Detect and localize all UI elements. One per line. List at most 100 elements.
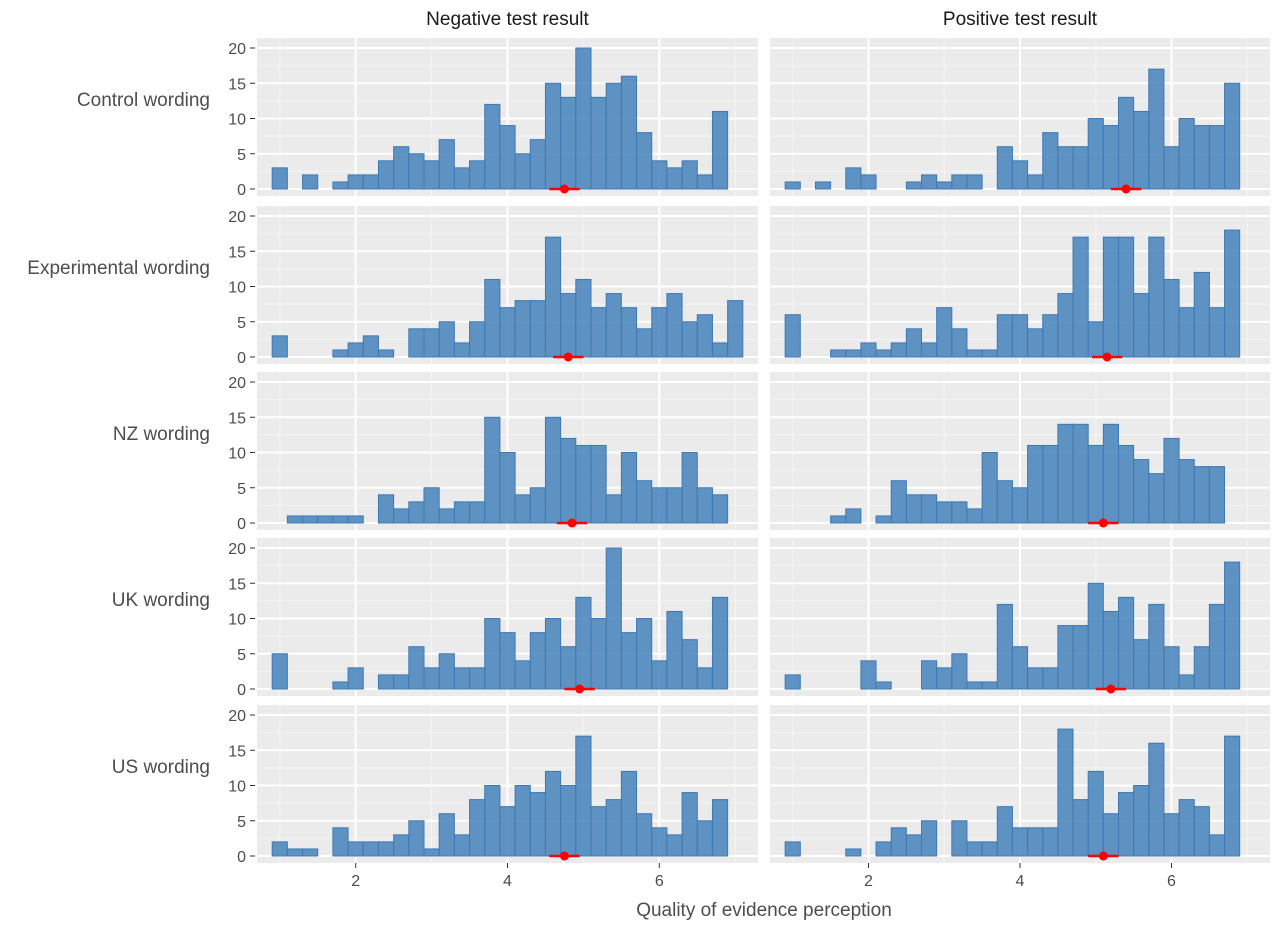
histogram-bar: [921, 494, 938, 524]
histogram-bar: [1224, 561, 1241, 690]
histogram-bar: [1163, 146, 1180, 190]
histogram-bar: [1027, 667, 1044, 690]
y-tick-label: 15: [228, 576, 246, 593]
histogram-bar: [860, 174, 877, 190]
histogram-bar: [921, 660, 938, 690]
histogram-bar: [271, 653, 288, 690]
histogram-bar: [514, 494, 531, 524]
histogram-bar: [560, 646, 577, 690]
histogram-bar: [286, 515, 304, 524]
histogram-bar: [996, 603, 1013, 690]
histogram-bar: [651, 660, 668, 690]
histogram-bar: [966, 349, 983, 358]
histogram-bar: [845, 508, 862, 524]
histogram-bar: [905, 328, 923, 358]
facet-title-row: NZ wording: [113, 424, 210, 445]
y-tick-label: 0: [237, 350, 246, 367]
histogram-bar: [1102, 423, 1119, 524]
histogram-bar: [453, 667, 471, 690]
histogram-bar: [830, 349, 847, 358]
histogram-bar: [681, 321, 698, 358]
histogram-bar: [605, 82, 622, 190]
histogram-bar: [408, 820, 425, 857]
histogram-bar: [605, 547, 622, 690]
mean-point: [1098, 518, 1108, 528]
histogram-bar: [347, 667, 364, 690]
histogram-bar: [666, 487, 683, 524]
histogram-bar: [438, 139, 455, 190]
histogram-bar: [1027, 174, 1044, 190]
histogram-bar: [1057, 728, 1074, 857]
histogram-bar: [544, 82, 562, 190]
histogram-bar: [1133, 459, 1150, 524]
y-tick-label: 5: [237, 647, 246, 664]
histogram-bar: [393, 834, 410, 857]
histogram-bar: [469, 799, 486, 857]
histogram-bar: [620, 452, 638, 524]
histogram-bar: [1133, 293, 1150, 358]
histogram-bar: [1178, 118, 1195, 190]
histogram-bar: [1148, 68, 1165, 190]
histogram-bar: [590, 618, 607, 690]
histogram-bar: [830, 515, 847, 524]
histogram-bar: [377, 674, 395, 690]
y-tick-label: 5: [237, 814, 246, 831]
panel-4-0: [257, 705, 758, 863]
facet-title-column: Positive test result: [943, 9, 1098, 30]
histogram-bar: [469, 501, 486, 524]
histogram-bar: [651, 487, 668, 524]
histogram-bar: [845, 349, 862, 358]
histogram-bar: [651, 827, 668, 857]
histogram-bar: [544, 236, 562, 358]
histogram-bar: [1224, 82, 1241, 190]
histogram-bar: [875, 841, 892, 857]
histogram-bar: [666, 610, 683, 690]
histogram-bar: [636, 480, 653, 524]
histogram-bar: [696, 667, 713, 690]
histogram-bar: [1208, 834, 1226, 857]
histogram-bar: [784, 674, 801, 690]
y-tick-label: 15: [228, 76, 246, 93]
histogram-bar: [544, 416, 562, 524]
histogram-bar: [620, 632, 638, 690]
histogram-bar: [996, 146, 1013, 190]
histogram-bar: [362, 174, 379, 190]
histogram-bar: [484, 785, 501, 857]
histogram-bar: [1178, 799, 1195, 857]
histogram-bar: [317, 515, 334, 524]
histogram-bar: [453, 501, 471, 524]
histogram-bar: [484, 618, 501, 690]
mean-point: [1106, 684, 1116, 694]
histogram-bar: [651, 307, 668, 358]
histogram-bar: [727, 300, 744, 358]
mean-point: [1121, 184, 1131, 194]
histogram-bar: [377, 494, 395, 524]
histogram-bar: [620, 307, 638, 358]
histogram-bar: [620, 75, 638, 190]
histogram-bar: [1224, 229, 1241, 358]
histogram-bar: [1057, 293, 1074, 358]
histogram-bar: [1148, 236, 1165, 358]
histogram-bar: [362, 335, 379, 358]
y-tick-label: 20: [228, 209, 246, 226]
histogram-bar: [1072, 146, 1089, 190]
panel-3-1: [770, 538, 1270, 696]
histogram-bar: [860, 342, 877, 358]
facet-title-column: Negative test result: [426, 9, 589, 30]
histogram-bar: [860, 660, 877, 690]
histogram-bar: [529, 792, 546, 857]
histogram-bar: [875, 349, 892, 358]
histogram-bar: [377, 349, 395, 358]
histogram-bar: [514, 300, 531, 358]
histogram-bar: [377, 160, 395, 190]
histogram-bar: [499, 307, 516, 358]
histogram-bar: [575, 278, 592, 358]
histogram-bar: [890, 827, 907, 857]
histogram-bar: [302, 174, 319, 190]
histogram-bar: [1102, 813, 1119, 857]
histogram-bar: [560, 785, 577, 857]
histogram-bar: [1042, 444, 1059, 524]
histogram-bar: [1193, 271, 1210, 358]
histogram-bar: [499, 452, 516, 524]
histogram-bar: [875, 681, 892, 690]
